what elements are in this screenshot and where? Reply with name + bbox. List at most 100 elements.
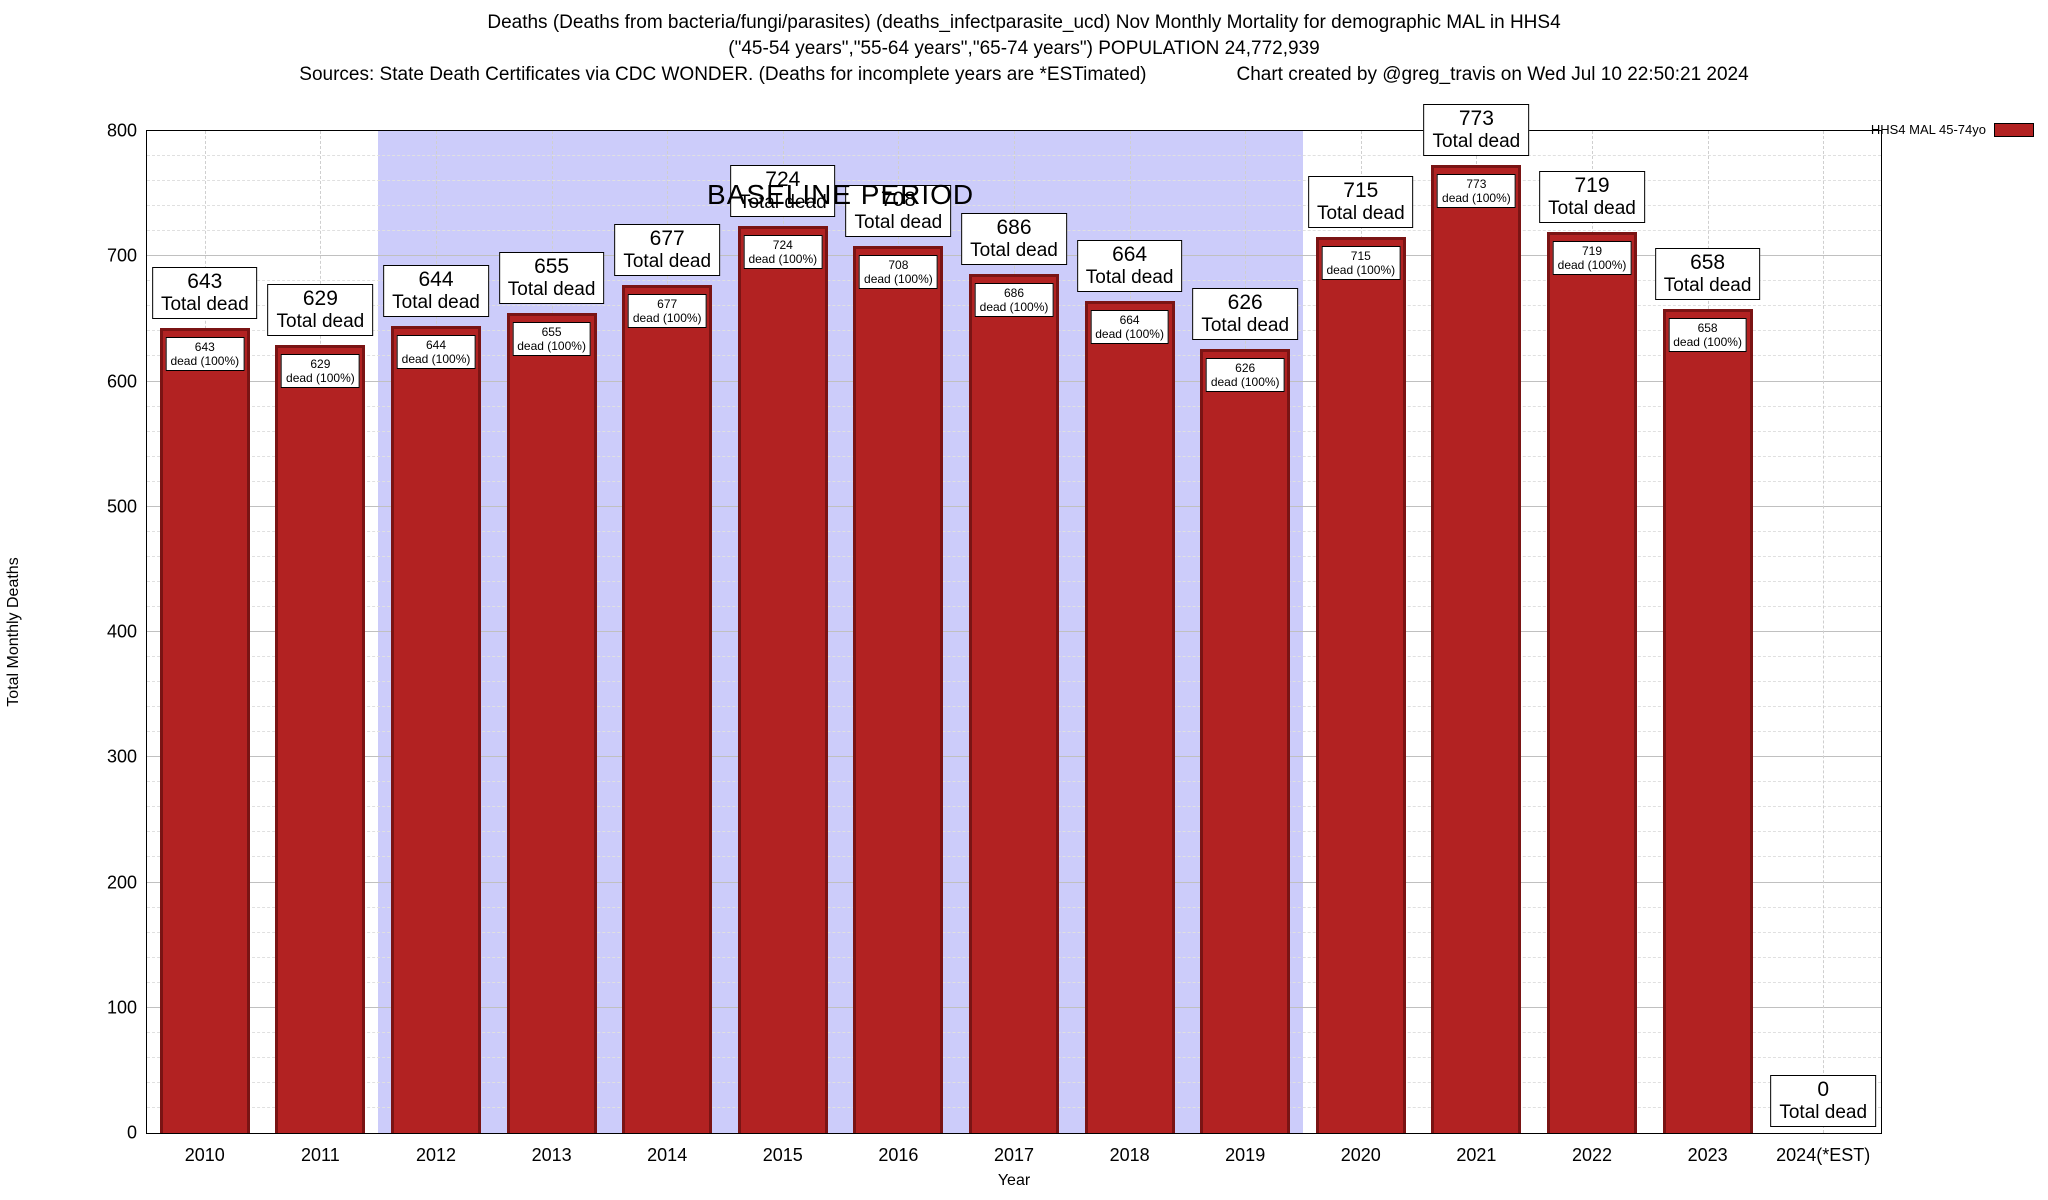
chart-title-line3: Sources: State Death Certificates via CD…	[0, 62, 2048, 88]
bar-inner-box: 643 dead (100%)	[165, 337, 245, 371]
x-tick-label: 2013	[531, 1145, 572, 1165]
bar-inner-value: 773	[1466, 177, 1487, 191]
chart-title-line1: Deaths (Deaths from bacteria/fungi/paras…	[487, 12, 1561, 33]
bar-top-box: 686 Total dead	[961, 213, 1067, 265]
bar-top-value: 719	[1574, 174, 1610, 197]
bar-top-label: Total dead	[1316, 203, 1405, 224]
y-tick-label: 200	[106, 872, 137, 892]
bar-top-value: 724	[765, 168, 801, 191]
bar-top-value: 664	[1112, 243, 1148, 266]
bar-top-box: 664 Total dead	[1076, 240, 1183, 292]
y-tick-label: 0	[126, 1122, 137, 1143]
bar-inner-box: 664 dead (100%)	[1090, 310, 1169, 344]
bar-inner-box: 658 dead (100%)	[1668, 318, 1747, 352]
bar	[1663, 309, 1753, 1133]
bar-inner-box: 773 dead (100%)	[1437, 174, 1516, 208]
bar-inner-box: 644 dead (100%)	[396, 335, 476, 369]
bar-inner-box: 715 dead (100%)	[1321, 246, 1401, 280]
bar-top-box: 773 Total dead	[1423, 104, 1530, 156]
bar-inner-label: dead (100%)	[170, 354, 240, 368]
bar-top-box: 708 Total dead	[845, 185, 952, 237]
bar	[1200, 349, 1290, 1133]
bar	[391, 326, 481, 1133]
gridline-v	[1823, 131, 1825, 1133]
bar-top-value: 708	[880, 188, 916, 211]
bar-inner-value: 658	[1697, 321, 1718, 335]
bar-top-box: 658 Total dead	[1654, 248, 1761, 300]
bar	[1547, 232, 1637, 1133]
y-tick-label: 700	[106, 245, 137, 266]
x-tick-label: 2010	[184, 1145, 225, 1165]
bar-top-value: 643	[187, 270, 223, 293]
x-tick-label: 2024(*EST)	[1776, 1145, 1871, 1165]
bar-inner-value: 719	[1581, 244, 1603, 258]
bar-inner-value: 655	[541, 325, 562, 339]
bar-inner-label: dead (100%)	[286, 371, 355, 385]
chart-credit-text: Chart created by @greg_travis on Wed Jul…	[1236, 64, 1749, 85]
bar-inner-label: dead (100%)	[401, 352, 471, 366]
bar	[969, 274, 1059, 1133]
bar-top-label: Total dead	[507, 279, 596, 300]
bar-top-box: 0 Total dead	[1770, 1075, 1877, 1127]
bar-inner-box: 677 dead (100%)	[627, 294, 707, 328]
bar-top-label: Total dead	[1548, 198, 1636, 219]
bar-top-label: Total dead	[1779, 1102, 1868, 1123]
bar-top-box: 626 Total dead	[1192, 288, 1299, 340]
bar-inner-box: 708 dead (100%)	[859, 255, 938, 289]
x-tick-label: 2018	[1109, 1145, 1150, 1165]
bar-inner-value: 724	[772, 238, 793, 252]
x-tick-label: 2011	[301, 1145, 340, 1165]
bar-top-box: 643 Total dead	[151, 267, 258, 319]
bar	[275, 345, 365, 1133]
bar-top-box: 677 Total dead	[614, 224, 721, 276]
baseline-period-label: BASELINE PERIOD	[707, 179, 975, 210]
y-tick-label: 600	[106, 371, 137, 391]
bar-top-value: 626	[1227, 291, 1263, 314]
bar-inner-label: dead (100%)	[517, 339, 586, 353]
bar	[1431, 165, 1521, 1133]
bar-inner-value: 708	[888, 258, 909, 272]
x-tick-label: 2020	[1340, 1145, 1381, 1165]
bar-inner-value: 715	[1350, 249, 1371, 263]
y-tick-label: 500	[106, 496, 137, 517]
bar-inner-label: dead (100%)	[864, 272, 933, 286]
x-tick-label: 2019	[1225, 1145, 1266, 1165]
bar-top-label: Total dead	[276, 311, 365, 332]
x-tick-label: 2012	[415, 1145, 457, 1165]
x-tick-label: 2022	[1571, 1145, 1613, 1165]
chart-header: Deaths (Deaths from bacteria/fungi/paras…	[0, 10, 2048, 88]
bar-inner-value: 629	[310, 357, 331, 371]
chart-title-line2: ("45-54 years","55-64 years","65-74 year…	[728, 38, 1320, 59]
bar-top-value: 686	[996, 216, 1032, 239]
bar-inner-value: 664	[1119, 313, 1140, 327]
legend-label: HHS4 MAL 45-74yo	[1870, 122, 1986, 137]
bar-inner-value: 677	[657, 297, 678, 311]
plot-area: BASELINE PERIOD 0 100 200 300 400 500 600 700 80…	[107, 104, 1882, 1165]
bar-inner-value: 644	[425, 338, 447, 352]
bar-top-box: 629 Total dead	[267, 284, 374, 336]
y-tick-label: 800	[106, 120, 137, 141]
bar-inner-box: 626 dead (100%)	[1205, 358, 1285, 392]
x-tick-label: 2017	[993, 1145, 1035, 1165]
bar-top-value: 658	[1690, 251, 1726, 274]
bar-inner-label: dead (100%)	[1673, 335, 1742, 349]
y-tick-label: 300	[106, 746, 137, 767]
bar-top-box: 644 Total dead	[383, 265, 489, 317]
bar-top-label: Total dead	[970, 240, 1058, 261]
chart-sources-text: Sources: State Death Certificates via CD…	[299, 64, 1147, 85]
x-tick-label: 2023	[1687, 1145, 1728, 1165]
bar-top-value: 715	[1343, 179, 1379, 202]
bar-top-label: Total dead	[738, 192, 827, 213]
bar	[160, 328, 250, 1133]
bar	[1316, 237, 1406, 1133]
bar-inner-box: 686 dead (100%)	[974, 283, 1054, 317]
bar-inner-label: dead (100%)	[748, 252, 818, 266]
bar	[622, 285, 712, 1133]
bar-top-box: 715 Total dead	[1307, 176, 1414, 228]
bar	[738, 226, 828, 1133]
y-tick-label: 400	[106, 621, 137, 642]
bar	[853, 246, 943, 1133]
bar-top-label: Total dead	[1201, 315, 1290, 336]
bar	[1085, 301, 1175, 1133]
